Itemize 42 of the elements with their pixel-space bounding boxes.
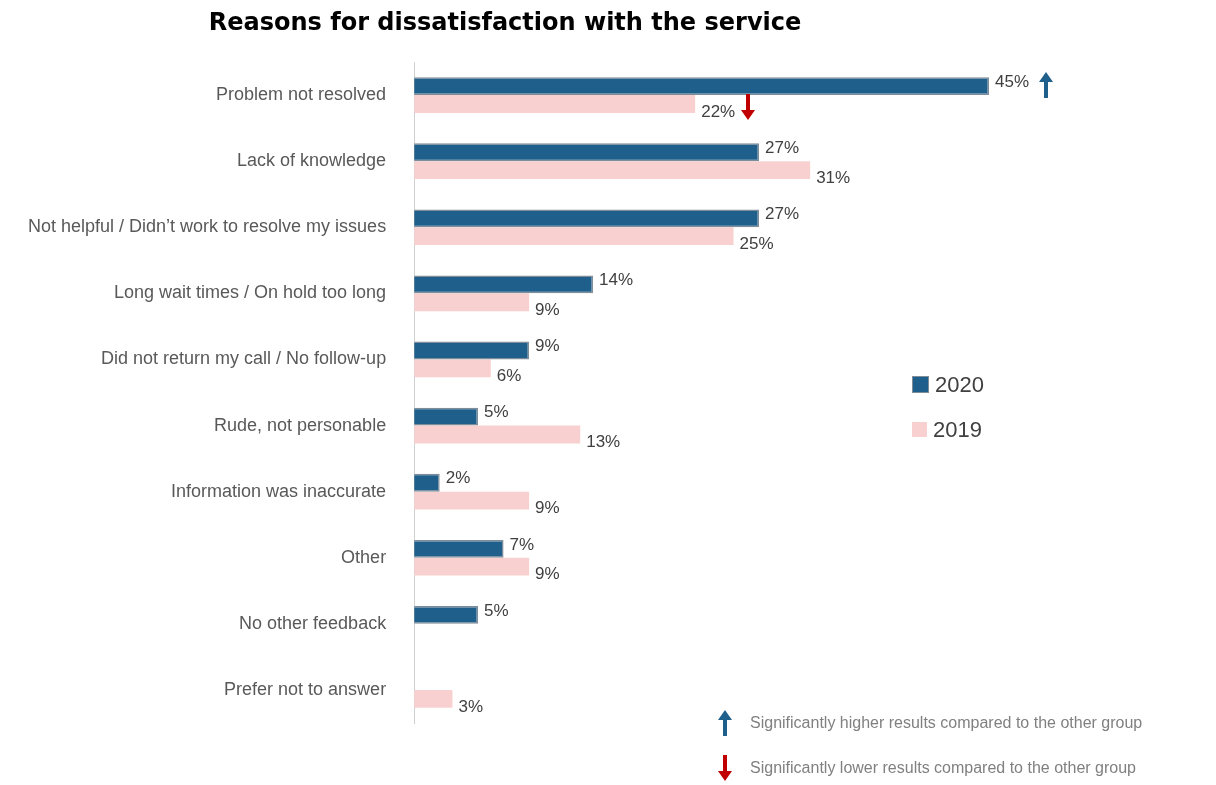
bar xyxy=(414,491,530,510)
bar xyxy=(414,161,811,179)
y-tick-label: Information was inaccurate xyxy=(171,480,387,501)
data-label: 7% xyxy=(509,534,535,554)
data-label: 31% xyxy=(816,167,851,187)
y-tick-label: Not helpful / Didn’t work to resolve my issues xyxy=(28,216,387,237)
data-label: 27% xyxy=(765,137,800,157)
bar xyxy=(414,359,491,378)
data-label: 9% xyxy=(535,564,560,584)
data-label: 9% xyxy=(535,498,560,518)
data-label: 13% xyxy=(586,432,621,452)
data-label: 9% xyxy=(535,299,560,319)
data-label: 6% xyxy=(496,366,522,386)
y-tick-label: Prefer not to answer xyxy=(224,678,387,699)
data-label: 9% xyxy=(535,336,560,356)
bar xyxy=(414,227,734,246)
y-tick-label: Long wait times / On hold too long xyxy=(113,282,387,303)
data-label: 45% xyxy=(995,71,1030,91)
data-label: 5% xyxy=(484,402,509,422)
y-tick-label: Other xyxy=(341,546,387,567)
bar xyxy=(414,425,581,444)
bar xyxy=(414,293,530,312)
data-label: 27% xyxy=(765,204,800,224)
y-tick-label: Problem not resolved xyxy=(216,84,387,105)
data-label: 22% xyxy=(701,101,736,121)
y-tick-label: No other feedback xyxy=(239,612,388,633)
chart-title: Reasons for dissatisfaction with the service xyxy=(207,8,803,36)
legend-label: 2019 xyxy=(932,415,983,444)
annotation: Significantly higher results compared to the other group xyxy=(750,713,1143,732)
legend-label: 2020 xyxy=(934,370,984,399)
y-tick-label: Lack of knowledge xyxy=(237,150,387,171)
bar xyxy=(414,689,453,708)
y-tick-label: Did not return my call / No follow-up xyxy=(101,348,387,369)
data-label: 2% xyxy=(445,468,471,488)
bar xyxy=(414,95,696,113)
text: Significantly lower results compared to the other group xyxy=(750,758,1136,777)
data-label: 14% xyxy=(598,270,634,290)
y-tick-label: Rude, not personable xyxy=(214,414,387,435)
data-label: 25% xyxy=(739,233,774,253)
data-label: 3% xyxy=(458,696,484,716)
data-label: 5% xyxy=(484,600,509,620)
bar xyxy=(414,557,530,576)
